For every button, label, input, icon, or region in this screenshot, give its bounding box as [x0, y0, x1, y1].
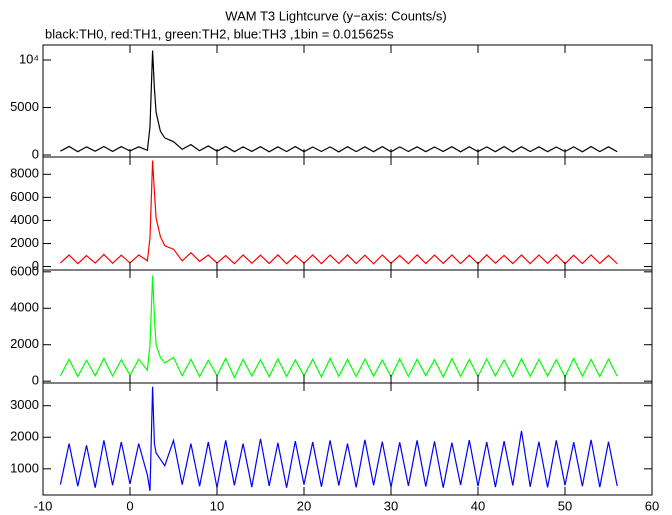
series-line — [59, 386, 618, 491]
panel: 0 2000 4000 6000 8000 — [10, 156, 653, 273]
x-tick-label: 60 — [645, 498, 659, 513]
x-tick-label: 20 — [297, 498, 311, 513]
x-tick-label: 0 — [126, 498, 133, 513]
x-tick-label: -10 — [34, 498, 53, 513]
x-tick-label: 10 — [210, 498, 224, 513]
y-tick-label: 0 — [32, 146, 39, 161]
y-tick-label: 4000 — [10, 212, 39, 227]
panel: 0 2000 4000 6000 — [10, 263, 653, 388]
chart-title: WAM T3 Lightcurve (y−axis: Counts/s) — [225, 8, 446, 23]
series-line — [59, 275, 618, 379]
x-tick-label: 50 — [558, 498, 572, 513]
plot-frame — [42, 382, 653, 496]
y-tick-label: 6000 — [10, 189, 39, 204]
chart-subtitle: black:TH0, red:TH1, green:TH2, blue:TH3 … — [45, 26, 394, 41]
y-tick-label: 0 — [32, 373, 39, 388]
y-tick-label: 5000 — [10, 99, 39, 114]
y-tick-label: 4000 — [10, 300, 39, 315]
panel: 0 5000 10⁴ — [10, 44, 653, 161]
y-tick-label: 8000 — [10, 166, 39, 181]
panel: 1000 2000 3000 -10 0 10 20 30 40 50 60 — [10, 382, 659, 513]
plot-frame — [42, 44, 653, 158]
y-tick-label: 3000 — [10, 397, 39, 412]
y-tick-label: 0 — [32, 258, 39, 273]
y-tick-label: 10⁴ — [19, 51, 39, 66]
x-tick-label: 30 — [384, 498, 398, 513]
y-tick-label: 6000 — [10, 263, 39, 278]
series-line — [59, 160, 618, 265]
y-tick-label: 1000 — [10, 460, 39, 475]
series-line — [60, 50, 618, 153]
y-tick-label: 2000 — [10, 235, 39, 250]
y-tick-label: 2000 — [10, 429, 39, 444]
x-tick-label: 40 — [471, 498, 485, 513]
plot-frame — [42, 156, 653, 271]
y-tick-label: 2000 — [10, 336, 39, 351]
